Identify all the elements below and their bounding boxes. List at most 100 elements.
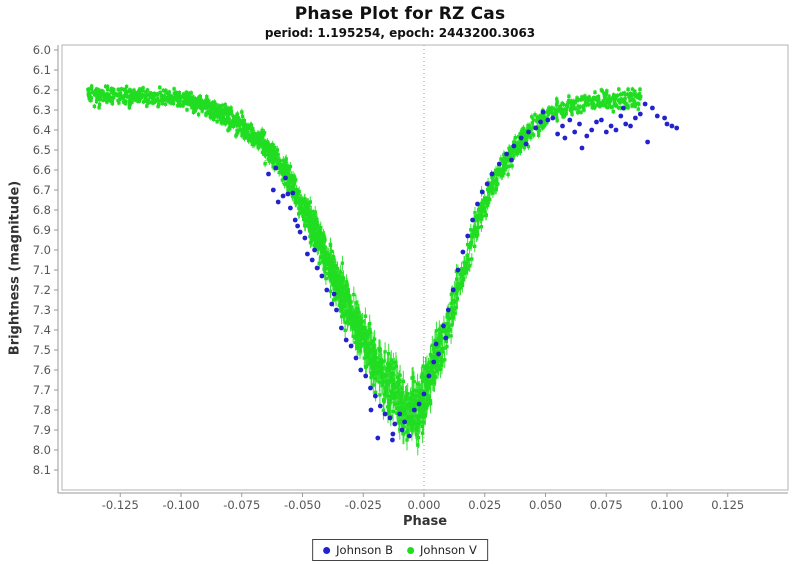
phase-plot-canvas[interactable]: 6.0 6.1 6.2 6.3 6.4 6.5 6.6 6.7 6.8 6.9 7.0 7.1 7.2 7… xyxy=(0,0,800,536)
johnson-b-point xyxy=(331,291,337,297)
johnson-b-point xyxy=(375,435,381,441)
legend-label-johnson-v: Johnson V xyxy=(420,543,477,557)
johnson-b-point xyxy=(377,403,383,409)
y-axis-title: Brightness (magnitude) xyxy=(7,180,23,356)
johnson-b-point xyxy=(550,115,556,121)
legend: Johnson B Johnson V xyxy=(312,539,488,561)
johnson-b-point xyxy=(475,201,480,207)
johnson-b-point xyxy=(540,109,546,115)
johnson-b-point xyxy=(560,123,565,129)
legend-label-johnson-b: Johnson B xyxy=(336,543,394,557)
johnson-b-point xyxy=(368,385,373,391)
johnson-b-point xyxy=(450,287,456,293)
johnson-b-point xyxy=(526,129,531,135)
johnson-b-marker-icon xyxy=(323,546,331,554)
johnson-b-point xyxy=(509,157,514,163)
johnson-b-point xyxy=(373,393,378,399)
johnson-b-point xyxy=(538,119,543,125)
y-tick-label: 7.1 xyxy=(33,263,51,277)
johnson-b-point xyxy=(470,217,475,223)
johnson-b-point xyxy=(436,351,441,357)
johnson-b-point xyxy=(309,257,315,263)
johnson-b-point xyxy=(270,187,276,193)
legend-item-johnson-v: Johnson V xyxy=(407,543,477,557)
johnson-b-point xyxy=(368,407,374,413)
johnson-b-point xyxy=(421,391,427,397)
y-tick-label: 7.9 xyxy=(33,423,51,437)
y-tick-label: 7.8 xyxy=(33,403,51,417)
johnson-b-point xyxy=(407,433,412,439)
johnson-b-point xyxy=(292,217,298,223)
johnson-b-point xyxy=(608,123,614,129)
plot-area-frame xyxy=(61,44,789,491)
y-tick-label: 7.3 xyxy=(33,303,51,317)
johnson-b-point xyxy=(484,181,490,187)
johnson-b-point xyxy=(329,301,335,307)
johnson-v-series xyxy=(86,84,643,447)
johnson-b-point xyxy=(620,105,626,111)
johnson-b-point xyxy=(443,335,449,341)
johnson-b-point xyxy=(319,273,325,279)
johnson-b-point xyxy=(339,325,344,331)
johnson-b-point xyxy=(343,337,349,343)
y-tick-label: 6.8 xyxy=(33,203,51,217)
johnson-b-point xyxy=(577,121,582,127)
johnson-b-point xyxy=(324,287,330,293)
johnson-b-point xyxy=(637,111,643,117)
johnson-b-point xyxy=(567,117,573,123)
x-tick-label: -0.075 xyxy=(223,498,260,512)
y-tick-label: 6.2 xyxy=(33,83,51,97)
johnson-b-point xyxy=(390,431,396,437)
x-tick-label: 0.125 xyxy=(711,498,744,512)
johnson-b-point xyxy=(348,343,354,349)
johnson-b-point xyxy=(664,121,670,127)
johnson-b-point xyxy=(669,123,675,129)
johnson-b-point xyxy=(562,135,568,141)
johnson-b-point xyxy=(545,117,551,123)
y-tick-label: 6.7 xyxy=(33,183,51,197)
y-tick-label: 6.1 xyxy=(33,63,51,77)
johnson-b-point xyxy=(623,121,629,127)
x-tick-label: -0.025 xyxy=(345,498,382,512)
y-tick-label: 6.6 xyxy=(33,163,51,177)
johnson-b-point xyxy=(603,129,609,135)
johnson-b-point xyxy=(599,117,604,123)
johnson-v-error-bars xyxy=(87,83,642,456)
chart-title: Phase Plot for RZ Cas xyxy=(294,4,506,24)
johnson-b-point xyxy=(266,171,271,177)
y-tick-label: 6.4 xyxy=(33,123,51,137)
y-tick-label: 6.0 xyxy=(33,43,51,57)
johnson-b-point xyxy=(280,193,286,199)
johnson-b-point xyxy=(382,411,388,417)
johnson-b-point xyxy=(645,139,650,145)
johnson-b-point xyxy=(288,205,293,211)
x-tick-label: 0.050 xyxy=(529,498,562,512)
johnson-v-marker-icon xyxy=(407,546,415,554)
johnson-b-point xyxy=(594,119,599,125)
johnson-b-point xyxy=(628,123,633,129)
johnson-b-point xyxy=(579,145,585,151)
johnson-b-point xyxy=(674,125,680,131)
y-tick-label: 7.5 xyxy=(33,343,51,357)
johnson-b-point xyxy=(358,367,364,373)
y-tick-label: 7.7 xyxy=(33,383,51,397)
johnson-b-point xyxy=(533,125,539,131)
johnson-b-point xyxy=(650,105,655,111)
johnson-b-point xyxy=(295,223,300,229)
johnson-b-point xyxy=(584,133,590,139)
y-tick-label: 8.0 xyxy=(33,443,51,457)
johnson-b-point xyxy=(504,151,509,157)
x-axis-title: Phase xyxy=(402,514,448,529)
y-tick-label: 6.3 xyxy=(33,103,51,117)
johnson-b-point xyxy=(633,115,638,121)
johnson-b-point xyxy=(402,419,407,425)
johnson-b-point xyxy=(489,171,495,177)
johnson-b-point xyxy=(312,247,317,253)
johnson-b-point xyxy=(523,141,529,147)
chart-subtitle: period: 1.195254, epoch: 2443200.3063 xyxy=(264,26,536,40)
johnson-b-point xyxy=(353,355,359,361)
johnson-b-point xyxy=(618,113,624,119)
x-tick-label: 0.025 xyxy=(468,498,501,512)
x-tick-label: 0.075 xyxy=(590,498,623,512)
